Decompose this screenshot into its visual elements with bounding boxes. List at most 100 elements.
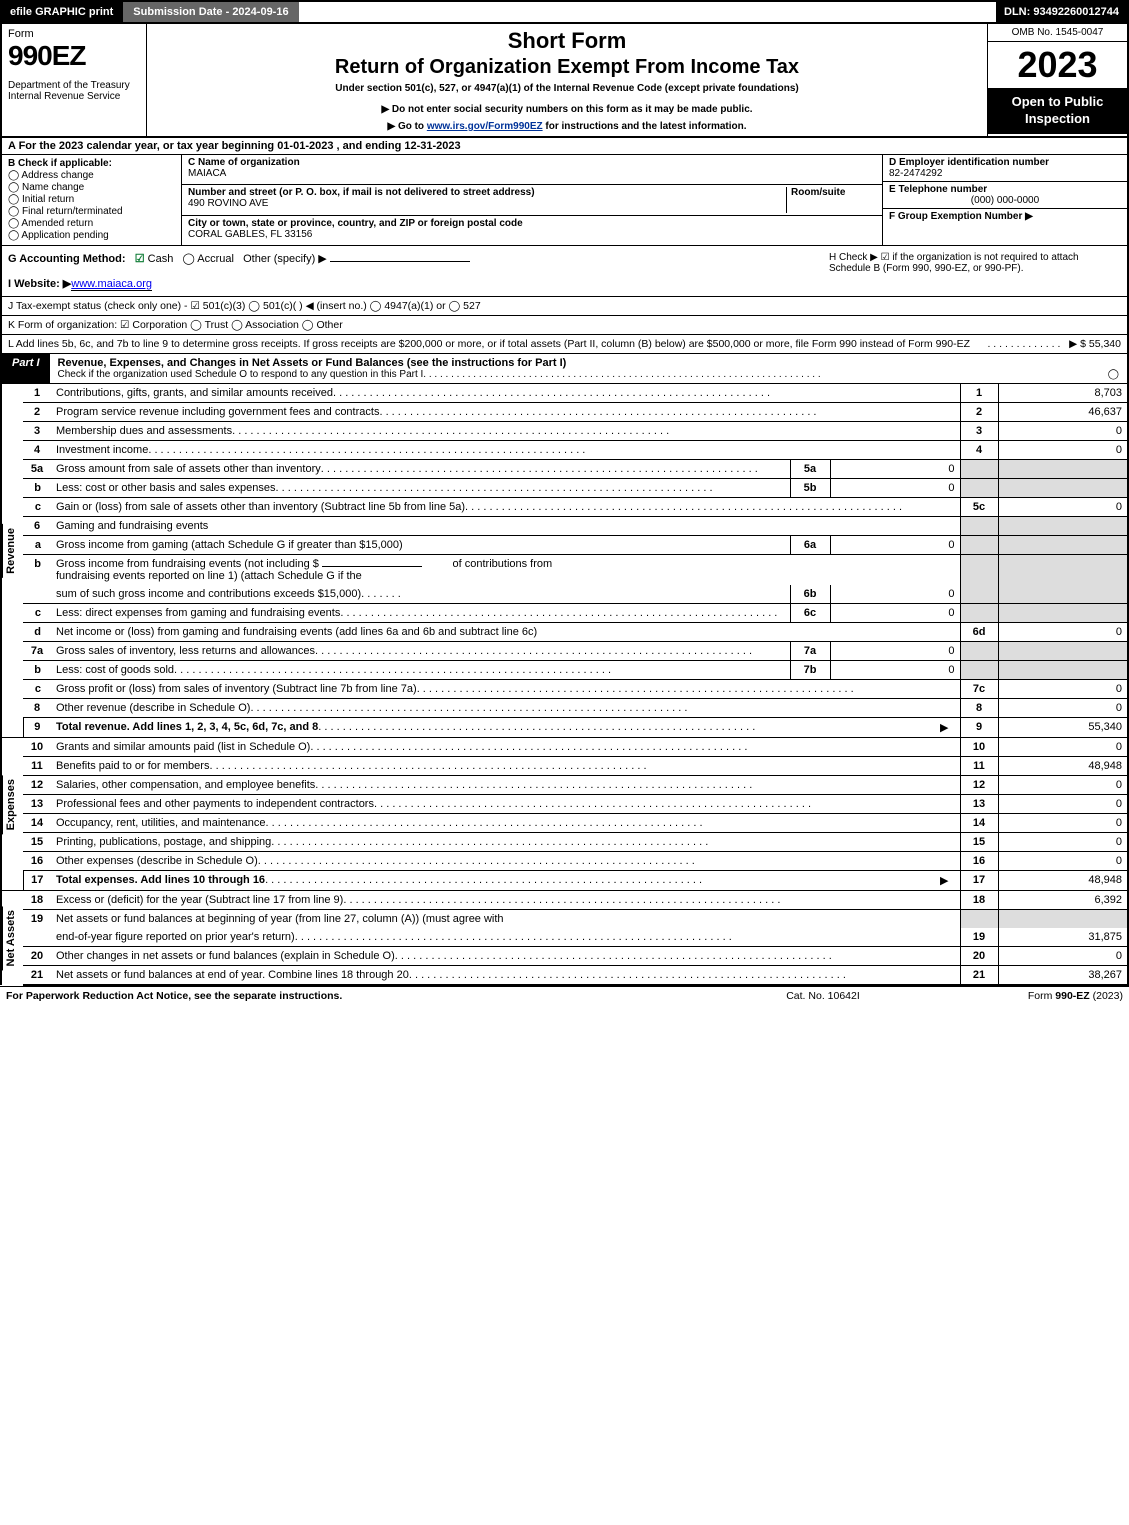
- line-6-num: 6: [23, 517, 51, 536]
- footer-formref: Form 990-EZ (2023): [923, 990, 1123, 1002]
- line-16-val: 0: [998, 852, 1128, 871]
- line-6b-desc1b: of contributions from: [453, 558, 553, 570]
- line-13-desc: Professional fees and other payments to …: [56, 798, 374, 810]
- line-17-num: 17: [23, 871, 51, 891]
- line-9-arrow: ▶: [934, 721, 954, 734]
- chk-initial-return[interactable]: ◯ Initial return: [8, 194, 175, 205]
- city-label: City or town, state or province, country…: [188, 218, 523, 229]
- open-to-public: Open to Public Inspection: [988, 88, 1127, 134]
- line-9-num: 9: [23, 718, 51, 738]
- line-20-num: 20: [23, 947, 51, 966]
- line-7a-num: 7a: [23, 642, 51, 661]
- subtitle-3: ▶ Go to www.irs.gov/Form990EZ for instru…: [157, 121, 977, 132]
- col-c: C Name of organization MAIACA Number and…: [182, 155, 882, 245]
- line-21-rn: 21: [960, 966, 998, 986]
- footer-left: For Paperwork Reduction Act Notice, see …: [6, 990, 723, 1002]
- line-1-val: 8,703: [998, 384, 1128, 403]
- line-6a-iv: 0: [830, 536, 960, 555]
- line-6a-in: 6a: [790, 536, 830, 555]
- line-18-val: 6,392: [998, 891, 1128, 910]
- line-8-desc: Other revenue (describe in Schedule O): [56, 702, 250, 714]
- line-14-rn: 14: [960, 814, 998, 833]
- line-11-rn: 11: [960, 757, 998, 776]
- line-5a-desc: Gross amount from sale of assets other t…: [56, 463, 321, 475]
- line-4-rn: 4: [960, 441, 998, 460]
- addr-label: Number and street (or P. O. box, if mail…: [188, 187, 535, 198]
- part-sub: Check if the organization used Schedule …: [58, 369, 424, 380]
- line-19-rn-grey: [960, 910, 998, 929]
- section-k: K Form of organization: ☑ Corporation ◯ …: [0, 316, 1129, 335]
- line-7b-num: b: [23, 661, 51, 680]
- chk-final-return[interactable]: ◯ Final return/terminated: [8, 206, 175, 217]
- line-10-desc: Grants and similar amounts paid (list in…: [56, 741, 310, 753]
- line-6c-desc: Less: direct expenses from gaming and fu…: [56, 607, 340, 619]
- line-6b-iv: 0: [830, 585, 960, 604]
- line-11-desc: Benefits paid to or for members: [56, 760, 209, 772]
- line-5a-in: 5a: [790, 460, 830, 479]
- line-9-val: 55,340: [998, 718, 1128, 738]
- efile-label[interactable]: efile GRAPHIC print: [2, 2, 121, 22]
- line-6b-rn-grey2: [960, 585, 998, 604]
- line-6c-rn-grey: [960, 604, 998, 623]
- chk-amended-return[interactable]: ◯ Amended return: [8, 218, 175, 229]
- line-7b-desc: Less: cost of goods sold: [56, 664, 174, 676]
- line-5b-val-grey: [998, 479, 1128, 498]
- line-11-val: 48,948: [998, 757, 1128, 776]
- subtitle-1: Under section 501(c), 527, or 4947(a)(1)…: [157, 83, 977, 94]
- part-sub-check[interactable]: ◯: [1102, 369, 1119, 380]
- line-3-rn: 3: [960, 422, 998, 441]
- line-6b-desc2: fundraising events reported on line 1) (…: [56, 570, 362, 582]
- line-6d-rn: 6d: [960, 623, 998, 642]
- line-6b-val-grey: [998, 555, 1128, 586]
- line-6b-val-grey2: [998, 585, 1128, 604]
- form-header: Form 990EZ Department of the Treasury In…: [0, 24, 1129, 138]
- line-19-num2: [23, 928, 51, 947]
- line-14-val: 0: [998, 814, 1128, 833]
- page-footer: For Paperwork Reduction Act Notice, see …: [0, 986, 1129, 1005]
- line-8-rn: 8: [960, 699, 998, 718]
- line-1-desc: Contributions, gifts, grants, and simila…: [56, 387, 333, 399]
- sub3-post: for instructions and the latest informat…: [543, 121, 747, 132]
- line-7c-num: c: [23, 680, 51, 699]
- line-6b-rn-grey: [960, 555, 998, 586]
- col-b: B Check if applicable: ◯ Address change …: [2, 155, 182, 245]
- line-17-desc: Total expenses. Add lines 10 through 16: [56, 874, 265, 886]
- line-6c-num: c: [23, 604, 51, 623]
- chk-application-pending[interactable]: ◯ Application pending: [8, 230, 175, 241]
- line-5a-num: 5a: [23, 460, 51, 479]
- chk-name-change[interactable]: ◯ Name change: [8, 182, 175, 193]
- line-12-desc: Salaries, other compensation, and employ…: [56, 779, 315, 791]
- line-1-rn: 1: [960, 384, 998, 403]
- chk-address-change[interactable]: ◯ Address change: [8, 170, 175, 181]
- line-7b-val-grey: [998, 661, 1128, 680]
- line-21-val: 38,267: [998, 966, 1128, 986]
- line-10-num: 10: [23, 738, 51, 757]
- line-13-val: 0: [998, 795, 1128, 814]
- line-5a-iv: 0: [830, 460, 960, 479]
- line-6a-rn-grey: [960, 536, 998, 555]
- website-link[interactable]: www.maiaca.org: [71, 278, 152, 291]
- section-i: I Website: ▶www.maiaca.org: [8, 277, 821, 290]
- info-block: B Check if applicable: ◯ Address change …: [0, 155, 1129, 246]
- line-6b-num: b: [23, 555, 51, 586]
- line-19-desc2: end-of-year figure reported on prior yea…: [56, 931, 295, 943]
- omb-number: OMB No. 1545-0047: [988, 24, 1127, 42]
- line-1-num: 1: [23, 384, 51, 403]
- line-15-rn: 15: [960, 833, 998, 852]
- line-6a-val-grey: [998, 536, 1128, 555]
- irs-link[interactable]: www.irs.gov/Form990EZ: [427, 121, 543, 132]
- form-title: Return of Organization Exempt From Incom…: [157, 56, 977, 79]
- line-5b-desc: Less: cost or other basis and sales expe…: [56, 482, 276, 494]
- line-10-val: 0: [998, 738, 1128, 757]
- line-7a-val-grey: [998, 642, 1128, 661]
- line-6c-iv: 0: [830, 604, 960, 623]
- line-4-desc: Investment income: [56, 444, 148, 456]
- line-6c-val-grey: [998, 604, 1128, 623]
- form-number: 990EZ: [8, 40, 140, 72]
- line-5a-val-grey: [998, 460, 1128, 479]
- line-6b-desc3: sum of such gross income and contributio…: [56, 588, 361, 600]
- revenue-table: Revenue 1 Contributions, gifts, grants, …: [0, 384, 1129, 986]
- line-14-num: 14: [23, 814, 51, 833]
- line-18-desc: Excess or (deficit) for the year (Subtra…: [56, 894, 343, 906]
- line-5c-desc: Gain or (loss) from sale of assets other…: [56, 501, 465, 513]
